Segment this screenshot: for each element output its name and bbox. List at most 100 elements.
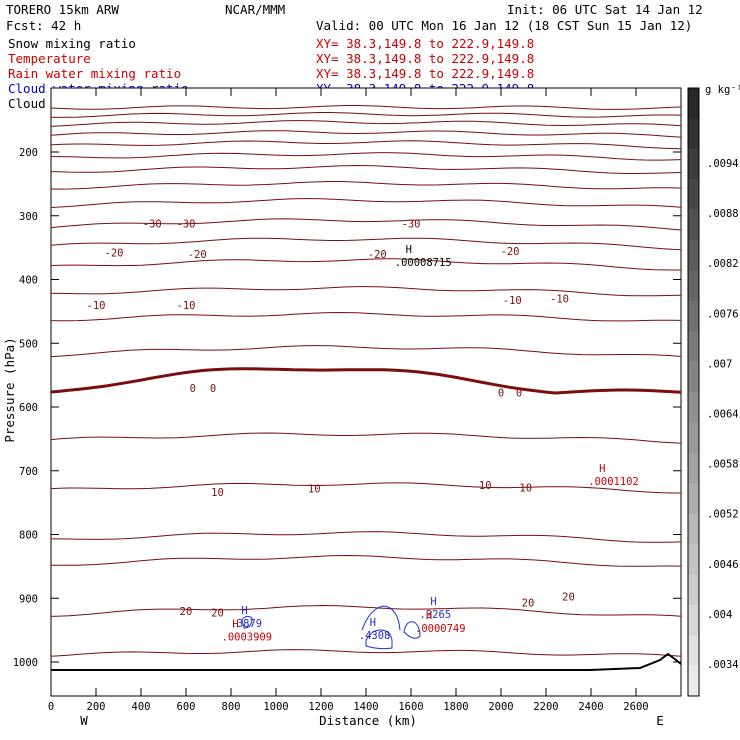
org-label: NCAR/MMM xyxy=(225,2,285,17)
isotherm-line xyxy=(50,218,682,231)
x-tick-label: 600 xyxy=(177,701,196,713)
isotherm-label: -30 xyxy=(177,218,196,230)
colorbar-swatch xyxy=(688,270,699,302)
isotherm-label: 0 xyxy=(516,387,522,399)
isotherm-line xyxy=(50,112,682,118)
legend-field-name: Rain water mixing ratio xyxy=(8,66,181,81)
isotherm-label: 10 xyxy=(308,484,321,496)
extremum-marker: H xyxy=(232,618,238,630)
west-endpoint-label: W xyxy=(80,713,88,728)
extremum-marker: H xyxy=(599,463,605,475)
colorbar-label: .0034 xyxy=(707,659,739,671)
colorbar-swatch xyxy=(688,361,699,393)
y-tick-label: 700 xyxy=(19,466,38,478)
isotherm-label: 20 xyxy=(180,606,193,618)
x-tick-label: 1200 xyxy=(308,701,333,713)
colorbar-swatch xyxy=(688,665,699,697)
x-tick-label: 0 xyxy=(48,701,54,713)
colorbar-label: .004 xyxy=(707,609,732,621)
isotherm-line xyxy=(50,258,681,271)
colorbar-label: .0052 xyxy=(707,509,739,521)
forecast-label: Fcst: 42 h xyxy=(6,18,81,33)
colorbar-swatch xyxy=(688,392,699,423)
colorbar-label: .0094 xyxy=(707,158,739,170)
legend: Snow mixing ratio XY= 38.3,149.8 to 222.9… xyxy=(8,36,534,111)
extremum-marker: H xyxy=(370,617,376,629)
colorbar-swatch xyxy=(688,148,699,180)
cloud-water-contour xyxy=(365,629,393,650)
colorbar-unit: g kg⁻¹ xyxy=(705,84,740,96)
isotherm-line xyxy=(50,286,682,297)
colorbar-swatch xyxy=(688,635,699,667)
extremum-value: .0000749 xyxy=(415,623,466,635)
isotherm-line xyxy=(50,130,682,138)
isotherm-label: 0 xyxy=(498,387,504,399)
colorbar-swatch xyxy=(688,544,699,575)
colorbar-swatch xyxy=(688,422,699,454)
isotherm-line xyxy=(50,604,682,617)
colorbar-label: .0082 xyxy=(707,258,739,270)
colorbar-swatch xyxy=(688,604,699,636)
isotherm-label: -30 xyxy=(143,218,162,230)
valid-label: Valid: 00 UTC Mon 16 Jan 12 (18 CST Sun … xyxy=(316,18,692,33)
x-tick-label: 800 xyxy=(222,701,241,713)
x-tick-label: 200 xyxy=(87,701,106,713)
isotherm-label: -30 xyxy=(402,218,421,230)
cloud-water-contour xyxy=(361,605,401,631)
isotherm-line xyxy=(50,237,682,251)
cloud-water-contours xyxy=(241,605,421,650)
x-tick-label: 2000 xyxy=(488,701,513,713)
extremum-value: .3265 xyxy=(420,609,452,621)
y-tick-label: 600 xyxy=(19,402,38,414)
isotherm-label: 10 xyxy=(211,487,224,499)
extremum-marker: H xyxy=(241,605,247,617)
x-tick-label: 400 xyxy=(132,701,151,713)
model-label: TORERO 15km ARW xyxy=(6,2,119,17)
colorbar-label: .0076 xyxy=(707,308,739,320)
colorbar-swatch xyxy=(688,483,699,515)
isotherm-line xyxy=(50,649,682,657)
x-axis-title: Distance (km) xyxy=(319,713,417,728)
legend-field-name: Snow mixing ratio xyxy=(8,36,136,51)
isotherm-line xyxy=(50,554,682,567)
y-tick-label: 200 xyxy=(19,147,38,159)
cloud-water-contour xyxy=(403,621,421,639)
x-tick-label: 1000 xyxy=(263,701,288,713)
isotherm-line xyxy=(50,105,682,110)
isotherm-label: 10 xyxy=(479,480,492,492)
legend-xy-range: XY= 38.3,149.8 to 222.9,149.8 xyxy=(316,36,534,51)
isotherm-label: -10 xyxy=(503,295,522,307)
isotherm-label: -20 xyxy=(105,248,124,260)
colorbar-swatch xyxy=(688,88,699,119)
isotherm-line xyxy=(50,367,682,395)
isotherm-line xyxy=(50,164,682,174)
y-axis-title: Pressure (hPa) xyxy=(2,337,17,442)
y-tick-label: 800 xyxy=(19,530,38,542)
colorbar-label: .0058 xyxy=(707,459,739,471)
isotherm-label: 0 xyxy=(210,383,216,395)
extremum-value: .00008715 xyxy=(395,257,452,269)
colorbar-swatch xyxy=(688,331,699,363)
colorbar-swatch xyxy=(688,209,699,241)
isotherm-label: -10 xyxy=(550,294,569,306)
extremum-value: .0003909 xyxy=(222,631,273,643)
colorbar-swatch xyxy=(688,574,699,606)
colorbar-swatch xyxy=(688,300,699,332)
colorbar-swatch xyxy=(688,452,699,484)
isotherm-line xyxy=(50,198,682,208)
east-endpoint-label: E xyxy=(656,713,664,728)
extremum-marker: H xyxy=(406,244,412,256)
colorbar-swatch xyxy=(688,240,699,271)
extremum-value: .3879 xyxy=(231,618,263,630)
colorbar-swatch xyxy=(688,179,699,211)
y-tick-label: 300 xyxy=(19,211,38,223)
isotherm-label: -20 xyxy=(188,249,207,261)
isotherm-line xyxy=(51,531,682,543)
terrain-line xyxy=(51,652,682,671)
colorbar-label: .0046 xyxy=(707,559,739,571)
isotherm-line xyxy=(50,140,682,150)
isotherm-line xyxy=(50,311,682,322)
isotherm-label: -10 xyxy=(177,300,196,312)
colorbar-label: .0064 xyxy=(707,409,739,421)
